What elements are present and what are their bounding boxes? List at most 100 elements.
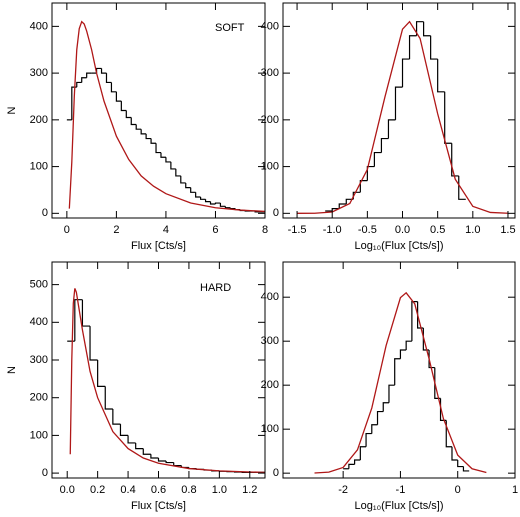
x-tick-label: -1	[396, 484, 406, 496]
hist-step	[459, 176, 466, 199]
hist-step	[372, 425, 378, 434]
x-tick-label: -0.5	[358, 224, 377, 236]
hist-step	[445, 92, 452, 143]
hist-step	[174, 463, 182, 466]
x-tick-label: 0	[64, 224, 70, 236]
x-tick-label: 2	[113, 224, 119, 236]
x-tick-label: 0.0	[395, 224, 410, 236]
x-tick-label: 1.0	[465, 224, 480, 236]
x-tick-label: 0.6	[151, 484, 166, 496]
hist-step	[215, 203, 220, 204]
hist-step	[191, 188, 196, 193]
hist-step	[113, 409, 121, 424]
hist-step	[82, 78, 87, 83]
y-axis-label: N	[6, 106, 18, 114]
x-tick-label: 1	[512, 484, 518, 496]
y-tick-label: 0	[42, 207, 48, 219]
x-axis-label: Log₁₀(Flux [Cts/s])	[355, 500, 444, 512]
hist-step	[355, 460, 361, 464]
x-tick-label: 0.2	[90, 484, 105, 496]
hist-step	[151, 139, 156, 144]
x-axis-label: Log₁₀(Flux [Cts/s])	[355, 240, 444, 252]
hist-step	[141, 129, 146, 134]
hist-step	[156, 143, 161, 152]
y-tick-label: 100	[30, 429, 48, 441]
y-tick-label: 0	[273, 207, 279, 219]
hist-step	[105, 386, 113, 409]
hist-step	[431, 36, 438, 59]
y-tick-label: 400	[30, 20, 48, 32]
y-tick-label: 200	[261, 379, 279, 391]
hist-step	[463, 467, 469, 471]
y-tick-label: 100	[30, 160, 48, 172]
plot-frame	[283, 3, 515, 218]
hist-step	[412, 302, 418, 342]
hist-step	[121, 101, 126, 110]
hist-step	[360, 447, 366, 460]
hist-step	[211, 202, 216, 204]
hist-step	[395, 359, 401, 385]
y-tick-label: 100	[261, 160, 279, 172]
hist-step	[161, 153, 166, 158]
hist-step	[388, 120, 395, 139]
hist-step	[206, 199, 211, 201]
hist-step	[87, 73, 92, 78]
x-tick-label: 4	[163, 224, 169, 236]
y-tick-label: 200	[261, 114, 279, 126]
hist-step	[136, 443, 144, 449]
histogram	[67, 300, 265, 473]
fit-curve	[297, 22, 508, 214]
x-tick-label: 1.5	[500, 224, 515, 236]
y-tick-label: 300	[261, 67, 279, 79]
hist-step	[116, 92, 121, 101]
hist-step	[424, 22, 431, 36]
histogram	[325, 22, 466, 211]
hist-step	[146, 134, 151, 139]
hist-step	[403, 59, 410, 87]
y-tick-label: 400	[261, 291, 279, 303]
fit-curve	[69, 22, 265, 212]
histogram	[343, 302, 469, 471]
hist-step	[230, 208, 235, 209]
hist-step	[102, 68, 107, 73]
plot-frame	[52, 262, 265, 478]
hist-step	[181, 176, 186, 183]
hist-step	[166, 157, 171, 162]
hist-step	[374, 153, 381, 167]
hist-step	[196, 192, 201, 197]
y-tick-label: 400	[30, 316, 48, 328]
hist-step	[136, 125, 141, 130]
y-tick-label: 0	[273, 467, 279, 479]
hist-step	[438, 59, 445, 92]
x-tick-label: 1.0	[212, 484, 227, 496]
y-tick-label: 0	[42, 467, 48, 479]
x-tick-label: -2	[338, 484, 348, 496]
hist-step	[378, 412, 384, 425]
hist-step	[383, 403, 389, 412]
hist-step	[98, 360, 106, 386]
hist-step	[406, 341, 412, 350]
x-tick-label: -1.5	[288, 224, 307, 236]
hist-step	[151, 454, 159, 458]
hist-step	[111, 82, 116, 91]
hist-step	[381, 139, 388, 153]
x-axis-label: Flux [Cts/s]	[131, 240, 186, 252]
y-tick-label: 200	[30, 392, 48, 404]
hist-step	[97, 68, 102, 73]
hist-step	[458, 460, 464, 467]
y-tick-label: 100	[261, 423, 279, 435]
y-tick-label: 500	[30, 279, 48, 291]
hist-step	[349, 464, 355, 468]
fit-curve	[315, 293, 487, 473]
y-tick-label: 400	[261, 20, 279, 32]
annotation: HARD	[200, 282, 231, 294]
hist-step	[143, 449, 151, 455]
hist-step	[77, 82, 82, 87]
hist-step	[106, 73, 111, 82]
x-tick-label: 1.2	[242, 484, 257, 496]
x-axis-label: Flux [Cts/s]	[131, 500, 186, 512]
